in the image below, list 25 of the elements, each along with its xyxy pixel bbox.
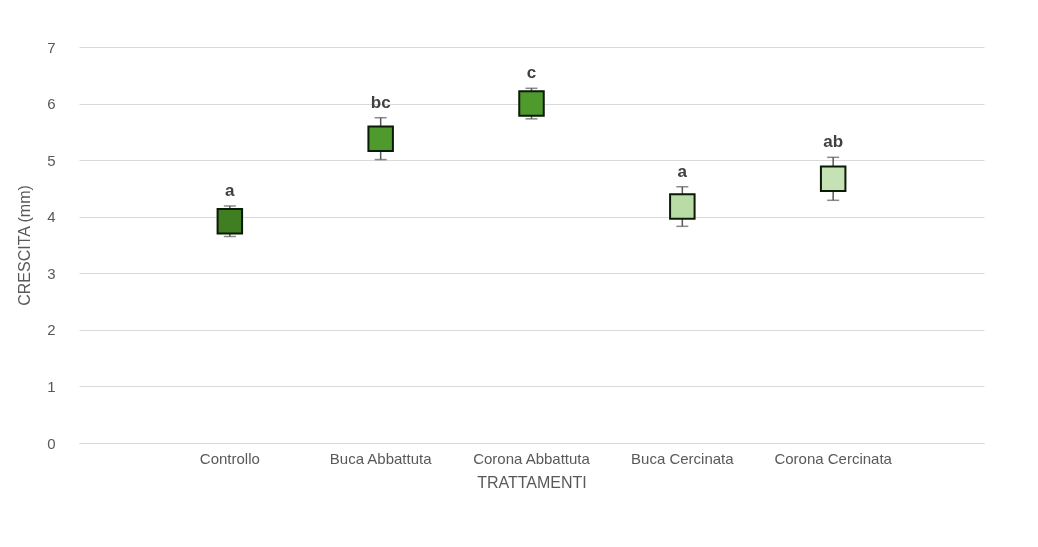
x-tick-label: Buca Abbattuta	[329, 449, 433, 467]
y-tick-label: 3	[47, 264, 56, 282]
x-axis-title: TRATTAMENTI	[477, 473, 587, 491]
point	[518, 90, 545, 117]
point	[669, 193, 696, 220]
annotation: a	[225, 180, 236, 200]
y-tick-label: 5	[47, 151, 56, 169]
point	[367, 125, 394, 152]
y-tick-label: 6	[47, 95, 56, 113]
y-tick-label: 1	[47, 377, 56, 395]
x-tick-label: Controllo	[199, 449, 260, 467]
annotation: a	[677, 161, 688, 181]
annotation: ab	[823, 132, 844, 152]
annotation: c	[526, 63, 537, 83]
x-tick-label: Corona Abbattuta	[473, 449, 591, 467]
x-tick-label: Corona Cercinata	[774, 449, 893, 467]
x-tick-label: Buca Cercinata	[631, 449, 735, 467]
point	[819, 165, 847, 193]
y-tick-label: 7	[47, 38, 56, 56]
y-tick-label: 4	[47, 208, 56, 226]
y-axis-title: CRESCITA (mm)	[16, 185, 34, 306]
annotation: bc	[370, 92, 391, 112]
y-tick-label: 2	[47, 321, 56, 339]
y-tick-label: 0	[47, 434, 56, 452]
point	[216, 207, 244, 235]
